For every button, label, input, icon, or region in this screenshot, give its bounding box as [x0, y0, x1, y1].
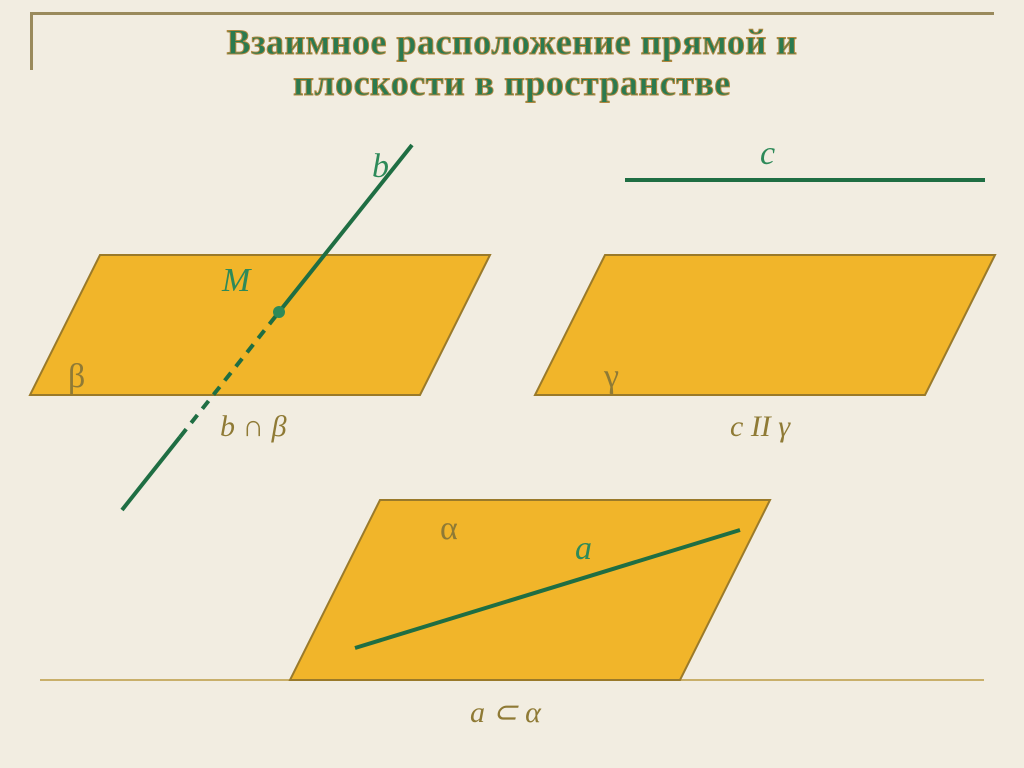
label-alpha: α: [440, 510, 458, 548]
plane-alpha: [290, 500, 770, 680]
diagram-intersect: [30, 145, 490, 510]
point-m: [273, 306, 285, 318]
plane-beta: [30, 255, 490, 395]
diagram-stage: [0, 0, 1024, 768]
line-b-below-plane: [122, 437, 180, 510]
formula-contained: a ⊂ α: [470, 695, 541, 730]
formula-parallel: c ΙΙ γ: [730, 410, 790, 444]
label-M: M: [222, 262, 250, 300]
label-c: c: [760, 135, 775, 173]
diagram-contained: [40, 500, 984, 680]
label-gamma: γ: [604, 358, 619, 396]
label-b: b: [372, 148, 389, 186]
formula-intersect: b ∩ β: [220, 410, 287, 444]
label-beta: β: [68, 358, 85, 396]
label-a: a: [575, 530, 592, 568]
